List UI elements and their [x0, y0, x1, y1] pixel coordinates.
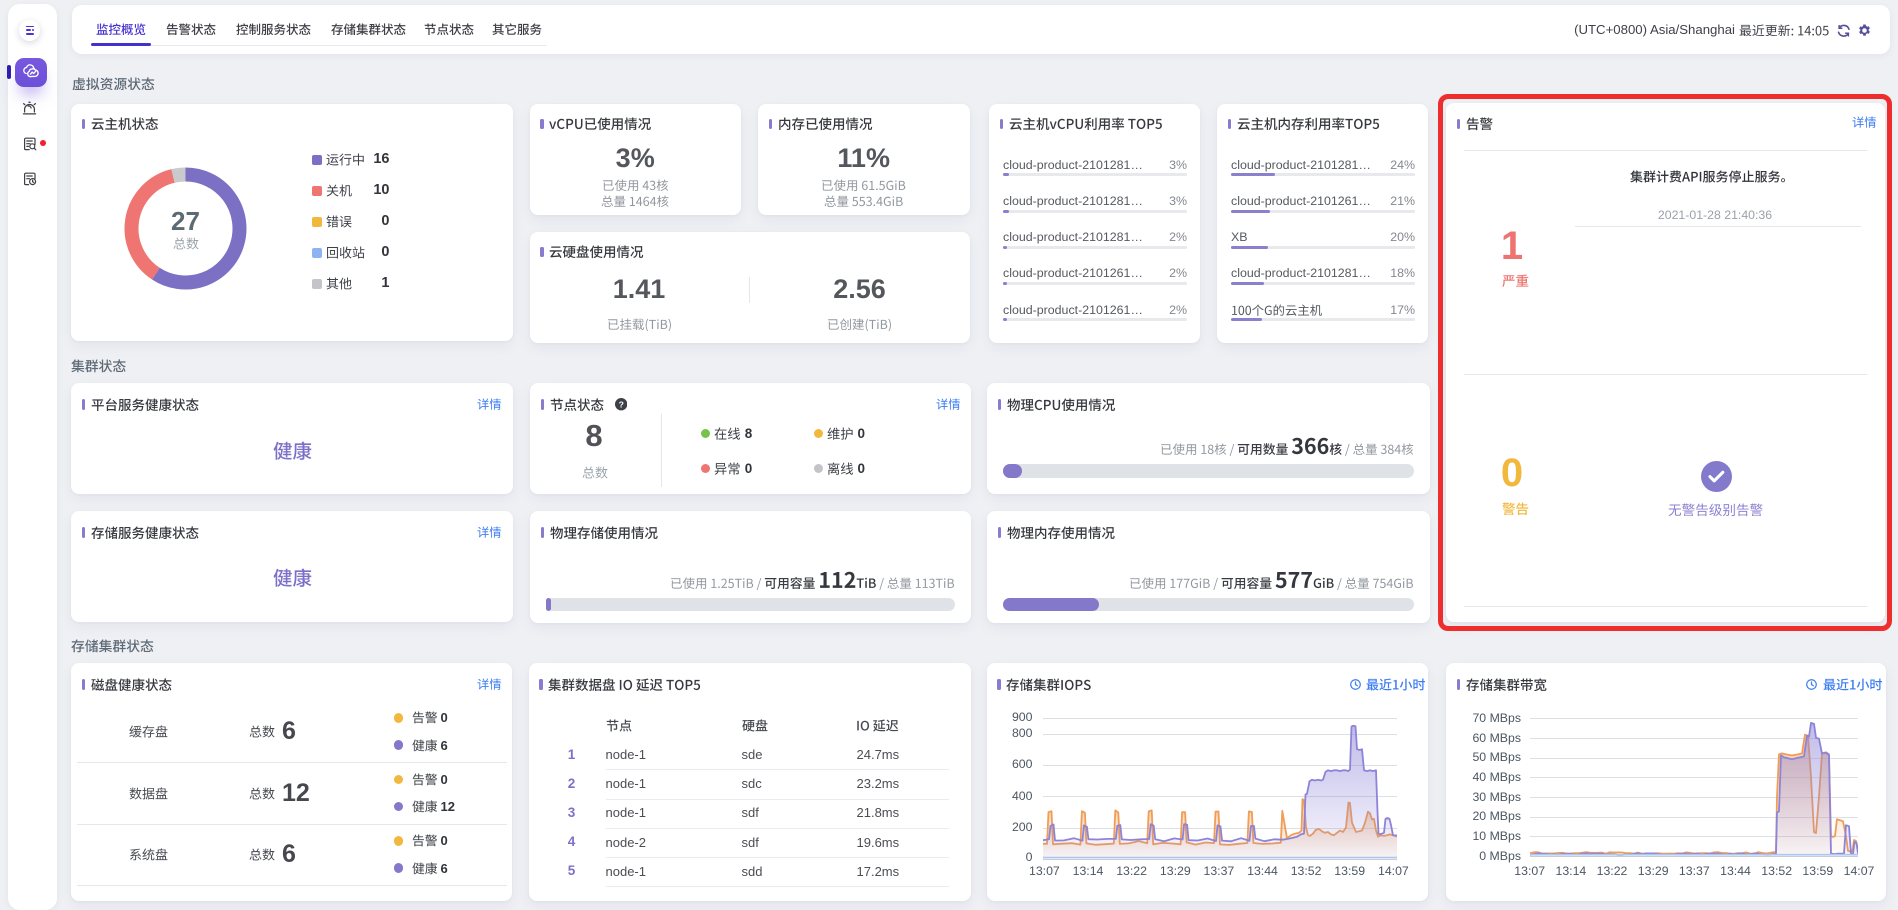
svg-text:?: ?: [619, 400, 624, 410]
